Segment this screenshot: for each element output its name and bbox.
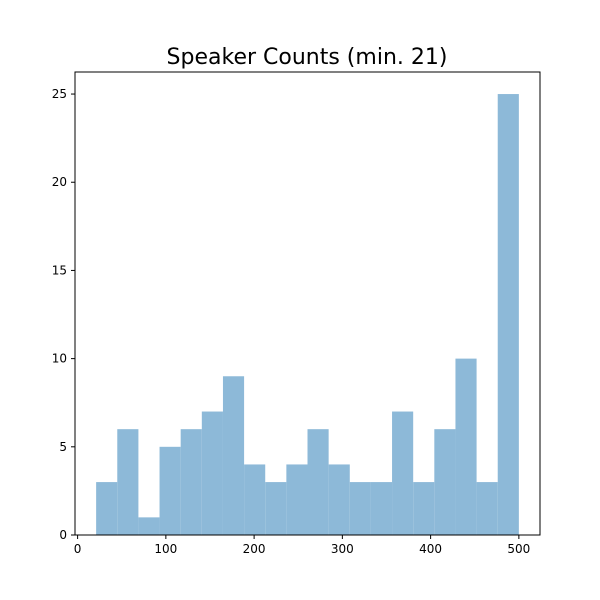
x-tick-label: 500	[507, 542, 530, 556]
histogram-bar-12	[349, 482, 371, 535]
y-tick-label: 10	[52, 352, 67, 366]
histogram-bar-18	[476, 482, 498, 535]
y-tick-label: 25	[52, 87, 67, 101]
histogram-bar-14	[392, 411, 414, 535]
x-tick-label: 100	[154, 542, 177, 556]
x-tick-label: 400	[419, 542, 442, 556]
histogram-bar-19	[497, 94, 519, 536]
histogram-bar-8	[265, 482, 287, 535]
x-tick-label: 200	[243, 542, 266, 556]
histogram-bar-3	[159, 446, 181, 535]
histogram-bar-10	[307, 429, 329, 535]
histogram-bar-16	[434, 429, 456, 535]
histogram-bar-7	[244, 464, 266, 535]
y-tick-label: 0	[59, 528, 67, 542]
histogram-bar-11	[328, 464, 350, 535]
x-tick-label: 300	[331, 542, 354, 556]
histogram-bar-13	[370, 482, 393, 535]
y-tick-label: 20	[52, 175, 67, 189]
histogram-bar-1	[117, 429, 139, 535]
plot-frame	[74, 71, 541, 536]
histogram-bar-9	[286, 464, 308, 535]
histogram-bar-5	[201, 411, 223, 535]
histogram-bar-4	[180, 429, 202, 535]
histogram-bar-17	[455, 358, 477, 535]
histogram-bar-15	[413, 482, 435, 535]
y-tick-label: 15	[52, 263, 67, 277]
histogram-bar-6	[222, 376, 245, 535]
x-tick-label: 0	[74, 542, 82, 556]
y-axis: 0 5 10 15 20 25	[52, 87, 75, 542]
x-axis: 0 100 200 300 400 500	[74, 535, 530, 556]
bars-group	[96, 94, 519, 536]
histogram-bar-0	[96, 482, 118, 535]
chart-title: Speaker Counts (min. 21)	[167, 45, 448, 70]
y-tick-label: 5	[59, 440, 67, 454]
histogram-bar-2	[138, 517, 160, 535]
